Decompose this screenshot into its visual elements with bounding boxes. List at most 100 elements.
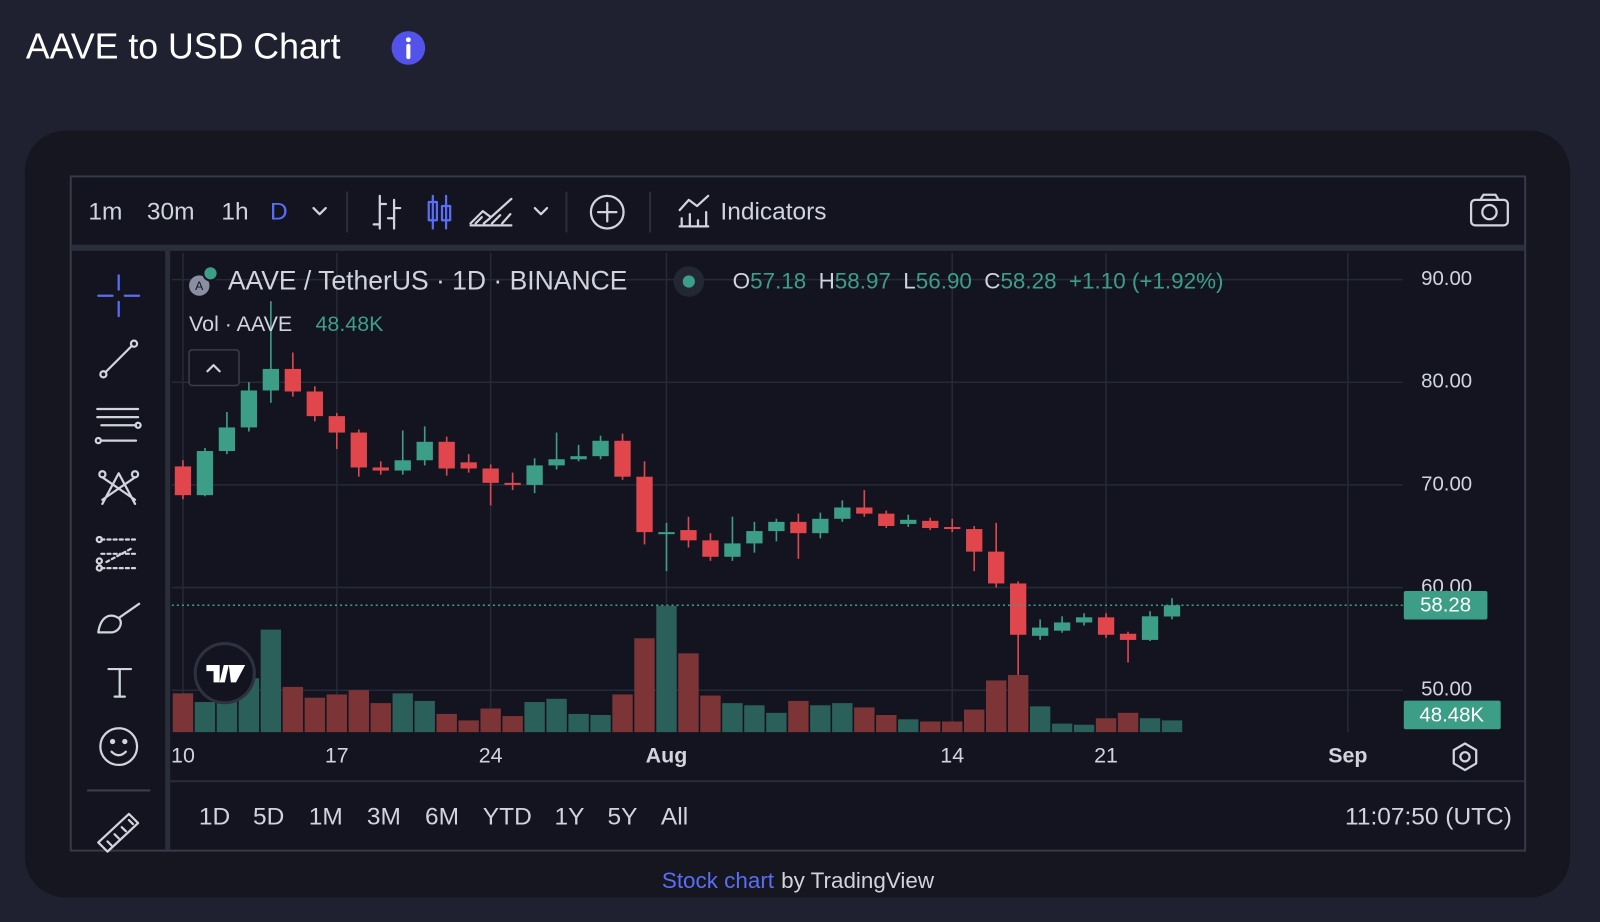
compare-icon[interactable]: [589, 194, 625, 230]
candle-body: [416, 441, 433, 461]
range-button[interactable]: 5Y: [608, 803, 638, 830]
last-volume-box: [1403, 700, 1501, 730]
range-button[interactable]: 3M: [367, 803, 401, 830]
range-button[interactable]: 1M: [309, 803, 343, 830]
interval-button[interactable]: 30m: [147, 199, 195, 226]
range-button[interactable]: 5D: [253, 803, 284, 830]
range-button[interactable]: 6M: [425, 803, 459, 830]
y-tick-label: 90.00: [1421, 268, 1472, 290]
volume-bar: [568, 713, 589, 733]
candle-body: [1031, 627, 1049, 636]
candle-chart-icon[interactable]: [427, 194, 452, 230]
volume-bar: [876, 715, 897, 733]
volume-bar: [920, 721, 941, 733]
volume-bar: [766, 712, 787, 733]
brush-tool[interactable]: [97, 602, 141, 634]
candle-body: [790, 521, 807, 534]
volume-bar: [810, 705, 831, 733]
volume-bar: [414, 700, 435, 733]
svg-text:A: A: [195, 279, 204, 293]
candle-body: [878, 513, 895, 526]
interval-button[interactable]: 1h: [221, 199, 248, 226]
candle-body: [262, 368, 280, 391]
page-title: AAVE to USD Chart: [26, 26, 341, 66]
volume-bar: [326, 694, 348, 733]
pitchfork-tool[interactable]: [98, 470, 140, 505]
volume-bar: [172, 693, 194, 733]
candle-body: [658, 532, 675, 535]
emoji-tool[interactable]: [99, 727, 139, 767]
volume-bar: [1073, 724, 1095, 733]
volume-bar: [898, 719, 919, 733]
candle-body: [548, 459, 565, 466]
area-chart-icon[interactable]: [469, 197, 513, 227]
range-button[interactable]: 1D: [199, 803, 230, 830]
candle-body: [966, 529, 983, 552]
info-icon[interactable]: [391, 31, 426, 65]
indicators-button[interactable]: Indicators: [720, 199, 826, 226]
candle-body: [570, 456, 587, 460]
text-tool[interactable]: [107, 667, 133, 698]
interval-dropdown[interactable]: [312, 206, 327, 216]
candle-body: [856, 507, 873, 514]
fib-tool[interactable]: [95, 535, 140, 572]
toolbar-separator: [71, 244, 1525, 251]
candle-body: [482, 468, 499, 483]
clock: 11:07:50 (UTC): [1345, 803, 1512, 830]
axis-settings-icon[interactable]: [1452, 742, 1478, 772]
volume-bar: [832, 703, 853, 733]
collapse-button[interactable]: [188, 349, 240, 387]
candle-body: [1097, 617, 1115, 635]
volume-bar: [744, 705, 765, 733]
candle-body: [922, 520, 939, 529]
market-status-dot: [682, 275, 695, 288]
volume-bar: [942, 721, 963, 733]
x-tick-label: 24: [479, 743, 503, 767]
volume-bar: [216, 699, 238, 733]
attribution-link[interactable]: Stock chart: [662, 868, 775, 893]
volume-bar: [1117, 712, 1139, 733]
symbol-title: AAVE / TetherUS · 1D · BINANCE: [228, 266, 628, 296]
snapshot-icon[interactable]: [1469, 193, 1509, 227]
x-tick-label: Aug: [646, 743, 688, 767]
y-tick-label: 80.00: [1421, 371, 1472, 393]
interval-button[interactable]: 1m: [88, 199, 122, 226]
range-button[interactable]: All: [661, 803, 688, 830]
x-tick-label: 17: [325, 743, 349, 767]
tradingview-logo[interactable]: [193, 642, 256, 705]
trend-line-tool[interactable]: [99, 339, 139, 379]
legend-label: H: [819, 268, 835, 293]
volume-bar: [1051, 723, 1073, 733]
interval-button[interactable]: D: [270, 199, 288, 226]
candle-body: [988, 551, 1005, 584]
volume-bar: [1095, 718, 1117, 733]
volume-bar: [304, 697, 326, 733]
candle-body: [746, 531, 763, 544]
chart-type-dropdown[interactable]: [533, 206, 549, 216]
horizontal-lines-tool[interactable]: [94, 407, 142, 445]
last-volume-label: 48.48K: [1419, 704, 1484, 726]
attribution-text: by TradingView: [781, 868, 935, 893]
candle-body: [636, 476, 653, 533]
volume-bar: [348, 690, 369, 733]
indicators-icon[interactable]: [678, 194, 710, 228]
volume-bar: [502, 716, 523, 733]
candle-body: [372, 467, 389, 471]
volume-bar: [612, 694, 633, 733]
chart-frame: [69, 175, 1527, 852]
crosshair-tool[interactable]: [97, 274, 141, 318]
ruler-tool[interactable]: [97, 812, 140, 853]
candle-body: [900, 519, 917, 524]
candle-body: [592, 440, 609, 457]
volume-bar: [854, 707, 875, 733]
candle-body: [218, 427, 236, 452]
volume-bar: [546, 698, 567, 733]
bar-chart-icon[interactable]: [372, 194, 402, 230]
candle-body: [834, 507, 851, 519]
interval-bar: 1m 30m 1h D: [88, 199, 287, 226]
range-button[interactable]: 1Y: [555, 803, 585, 830]
range-button[interactable]: YTD: [483, 803, 532, 830]
candle-body: [1163, 605, 1181, 617]
volume-bar: [524, 702, 545, 733]
